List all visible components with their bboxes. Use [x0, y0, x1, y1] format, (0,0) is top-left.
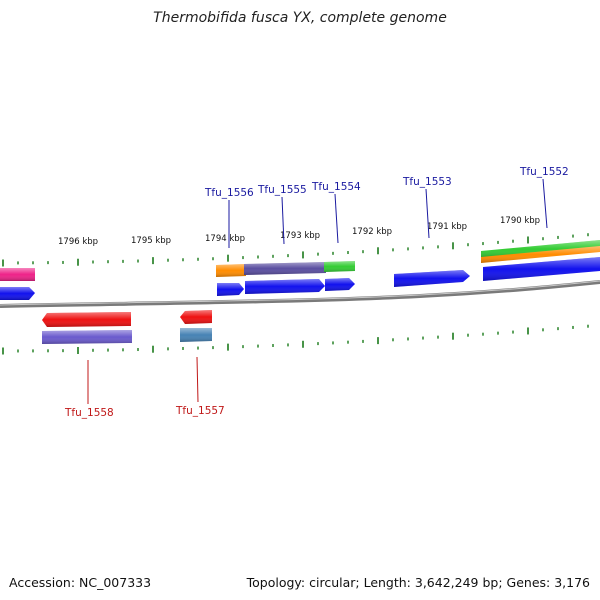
feature-track-forward [0, 240, 600, 281]
scale-label: 1791 kbp [427, 222, 467, 232]
gene-label-tfu-1554[interactable]: Tfu_1554 [311, 181, 361, 193]
scale-label: 1793 kbp [280, 231, 320, 241]
scale-label: 1795 kbp [131, 236, 171, 246]
genome-backbone [0, 280, 600, 308]
genome-summary-text: Topology: circular; Length: 3,642,249 bp… [246, 575, 590, 590]
cds-track-forward [0, 257, 600, 300]
map-title: Thermobifida fusca YX, complete genome [153, 10, 447, 26]
feature-track-reverse [42, 328, 212, 344]
scale-label: 1792 kbp [352, 227, 392, 237]
cds-track-reverse [42, 310, 212, 327]
gene-label-tfu-1558[interactable]: Tfu_1558 [64, 407, 114, 419]
gene-label-tfu-1553[interactable]: Tfu_1553 [402, 176, 452, 188]
label-leaders [87, 178, 548, 404]
gene-label-tfu-1552[interactable]: Tfu_1552 [519, 166, 569, 178]
gene-label-tfu-1556[interactable]: Tfu_1556 [204, 187, 254, 199]
scale-label: 1790 kbp [500, 216, 540, 226]
gene-label-tfu-1557[interactable]: Tfu_1557 [175, 405, 225, 417]
gene-label-tfu-1555[interactable]: Tfu_1555 [257, 184, 307, 196]
accession-text: Accession: NC_007333 [9, 575, 152, 590]
forward-ruler-ticks [2, 233, 589, 267]
reverse-ruler-ticks [2, 324, 589, 355]
scale-label: 1796 kbp [58, 237, 98, 247]
scale-label: 1794 kbp [205, 234, 245, 244]
